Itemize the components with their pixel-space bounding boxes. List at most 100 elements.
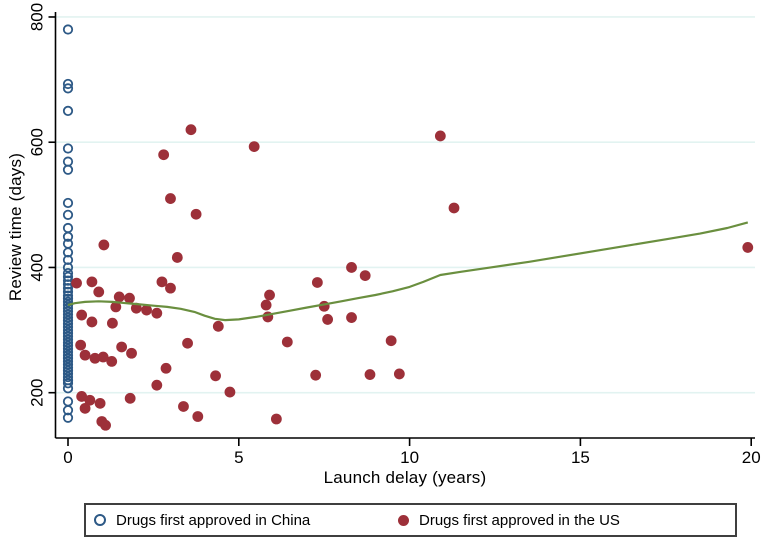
x-tick-label: 0	[63, 448, 72, 467]
data-point-us	[107, 317, 118, 329]
data-point-us	[84, 394, 96, 406]
data-point-china	[62, 321, 74, 333]
data-point-china	[62, 78, 74, 90]
data-point-us	[182, 337, 193, 349]
open-circle-icon	[94, 514, 106, 526]
data-point-us	[151, 307, 163, 319]
data-point-us	[160, 362, 172, 374]
legend-label-us: Drugs first approved in the US	[419, 511, 620, 529]
data-point-us	[165, 193, 176, 204]
data-point-us	[185, 124, 197, 136]
data-point-us	[270, 413, 282, 425]
data-point-china	[62, 296, 74, 308]
data-point-china	[62, 309, 74, 320]
data-point-us	[76, 391, 88, 402]
data-point-china	[62, 143, 74, 154]
data-point-us	[310, 369, 322, 381]
data-point-us	[260, 299, 272, 311]
data-point-us	[364, 369, 376, 380]
data-point-us	[434, 130, 446, 142]
trend-line	[67, 221, 749, 322]
y-tick-label: 800	[27, 3, 46, 31]
data-point-us	[178, 401, 189, 412]
data-point-us	[346, 312, 357, 323]
data-point-china	[62, 156, 74, 167]
data-point-us	[264, 289, 275, 301]
data-point-china	[62, 350, 74, 361]
data-point-china	[62, 412, 74, 423]
data-point-china	[62, 306, 74, 317]
data-point-china	[62, 371, 74, 383]
data-point-china	[62, 318, 74, 329]
data-point-us	[89, 352, 101, 364]
data-point-us	[359, 270, 371, 282]
data-point-china	[62, 209, 74, 220]
x-tick-label: 5	[234, 448, 243, 467]
data-point-china	[62, 286, 74, 297]
data-point-us	[141, 304, 152, 316]
data-point-china	[62, 337, 74, 348]
data-point-china	[62, 222, 74, 234]
data-point-china	[62, 293, 74, 304]
data-point-us	[71, 277, 82, 289]
data-point-china	[62, 290, 74, 301]
data-point-china	[62, 346, 74, 358]
data-point-us	[393, 368, 405, 380]
data-point-us	[151, 379, 163, 391]
data-point-china	[62, 362, 74, 373]
data-point-china	[62, 396, 74, 407]
data-point-china	[62, 378, 74, 389]
data-point-china	[62, 197, 74, 209]
data-point-us	[93, 286, 105, 298]
y-axis-title: Review time (days)	[6, 152, 25, 302]
data-point-us	[248, 141, 260, 153]
data-point-china	[62, 324, 74, 336]
data-point-us	[97, 351, 109, 363]
data-point-china	[62, 368, 74, 380]
data-point-us	[126, 347, 137, 359]
data-point-us	[116, 341, 128, 353]
data-point-us	[98, 239, 110, 251]
data-point-us	[79, 349, 91, 361]
data-point-us	[110, 301, 122, 313]
x-tick-label: 10	[400, 448, 419, 467]
data-point-china	[62, 328, 74, 339]
data-point-china	[62, 24, 74, 35]
data-point-china	[62, 164, 74, 175]
data-point-china	[62, 105, 74, 117]
y-tick-label: 600	[27, 128, 46, 156]
data-point-us	[322, 314, 334, 325]
data-point-china	[62, 340, 74, 351]
data-point-us	[124, 392, 136, 404]
x-tick-label: 15	[571, 448, 590, 467]
data-point-us	[448, 202, 460, 214]
data-point-china	[62, 353, 74, 364]
data-point-us	[165, 282, 176, 294]
data-point-china	[62, 231, 74, 242]
data-point-us	[100, 419, 111, 431]
data-point-us	[192, 411, 204, 422]
data-point-us	[86, 276, 98, 288]
y-tick-label: 400	[27, 253, 46, 281]
x-axis-title: Launch delay (years)	[323, 468, 487, 487]
data-point-us	[156, 276, 168, 288]
data-point-china	[62, 334, 74, 345]
data-point-china	[62, 359, 74, 370]
data-point-us	[75, 339, 87, 351]
data-point-china	[62, 312, 74, 323]
legend-item-us: Drugs first approved in the US	[398, 505, 620, 535]
data-point-us	[742, 242, 754, 253]
data-point-china	[62, 331, 74, 342]
data-point-us	[76, 309, 88, 321]
data-point-china	[62, 299, 74, 311]
y-tick-label: 200	[27, 379, 46, 407]
data-point-us	[130, 302, 142, 314]
legend-label-china: Drugs first approved in China	[116, 511, 311, 529]
data-point-china	[62, 365, 74, 376]
plot-area: 200 400 600 800 0 5 10 15 20	[27, 3, 760, 467]
data-point-china	[62, 343, 74, 354]
data-point-china	[62, 356, 74, 367]
data-point-us	[86, 316, 98, 328]
data-point-us	[158, 149, 170, 161]
